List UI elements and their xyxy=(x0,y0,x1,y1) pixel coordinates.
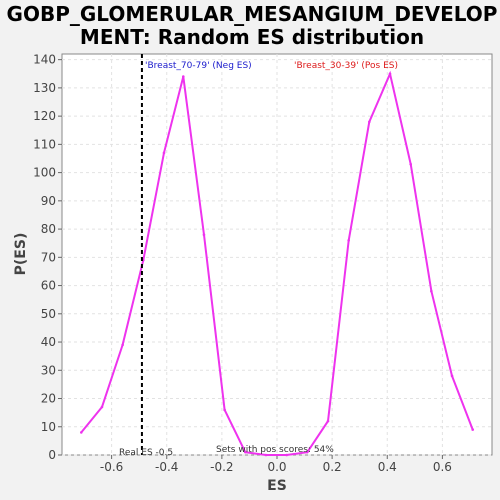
es-data-point xyxy=(100,405,104,409)
y-tick-label: 60 xyxy=(41,279,56,293)
y-axis-label: P(ES) xyxy=(13,233,29,276)
es-data-point xyxy=(388,72,392,76)
es-data-point xyxy=(181,75,185,78)
y-tick-label: 100 xyxy=(33,166,56,180)
x-tick-label: -0.4 xyxy=(155,460,178,474)
es-distribution-line xyxy=(80,70,474,456)
x-tick-label: -0.2 xyxy=(210,460,233,474)
y-axis-ticks: 0 10 20 30 40 50 60 70 80 90 100 110 120 130 140 xyxy=(33,53,62,462)
x-tick-label: 0.6 xyxy=(433,460,452,474)
real-es-label: Real ES -0.5 xyxy=(119,448,173,458)
es-data-point xyxy=(244,450,247,454)
y-tick-label: 110 xyxy=(33,137,56,151)
es-data-point xyxy=(285,453,288,457)
es-data-point xyxy=(430,289,433,293)
es-data-point xyxy=(79,431,83,434)
y-tick-label: 80 xyxy=(41,222,56,236)
es-data-point xyxy=(264,453,268,457)
pos-scores-note: Sets with pos scores: 54% xyxy=(216,445,334,455)
es-data-point xyxy=(347,239,350,242)
y-tick-label: 30 xyxy=(41,363,56,377)
chart-title-line-2: MENT: Random ES distribution xyxy=(80,25,424,49)
series-layer xyxy=(79,70,475,457)
legend-pos-label: 'Breast_30-39' (Pos ES) xyxy=(294,61,398,71)
legend-neg-label: 'Breast_70-79' (Neg ES) xyxy=(145,61,252,71)
es-data-point xyxy=(121,343,124,347)
es-data-point xyxy=(471,428,475,431)
grid-lines xyxy=(62,54,492,456)
y-tick-label: 20 xyxy=(41,392,56,406)
es-data-point xyxy=(368,120,371,124)
y-tick-label: 10 xyxy=(41,420,56,434)
y-tick-label: 50 xyxy=(41,307,56,321)
x-axis-label: ES xyxy=(267,478,287,494)
es-data-point xyxy=(409,162,412,166)
x-tick-label: 0.4 xyxy=(378,460,397,474)
x-tick-label: -0.6 xyxy=(100,460,123,474)
es-data-point xyxy=(306,450,309,454)
chart-title-line-1: GOBP_GLOMERULAR_MESANGIUM_DEVELOP xyxy=(7,2,498,26)
y-tick-label: 130 xyxy=(33,81,56,95)
y-tick-label: 140 xyxy=(33,53,56,67)
es-data-point xyxy=(162,151,166,155)
es-data-point xyxy=(202,233,206,237)
y-tick-label: 70 xyxy=(41,250,56,264)
y-tick-label: 90 xyxy=(41,194,56,208)
y-tick-label: 120 xyxy=(33,109,56,123)
y-tick-label: 0 xyxy=(48,448,56,462)
es-data-point xyxy=(326,419,330,423)
x-tick-label: 0.2 xyxy=(323,460,342,474)
x-tick-label: 0.0 xyxy=(267,460,286,474)
y-tick-label: 40 xyxy=(41,335,56,349)
x-axis-ticks: -0.6 -0.4 -0.2 0.0 0.2 0.4 0.6 xyxy=(100,455,452,474)
es-data-point xyxy=(450,374,454,378)
es-data-point xyxy=(223,408,226,412)
